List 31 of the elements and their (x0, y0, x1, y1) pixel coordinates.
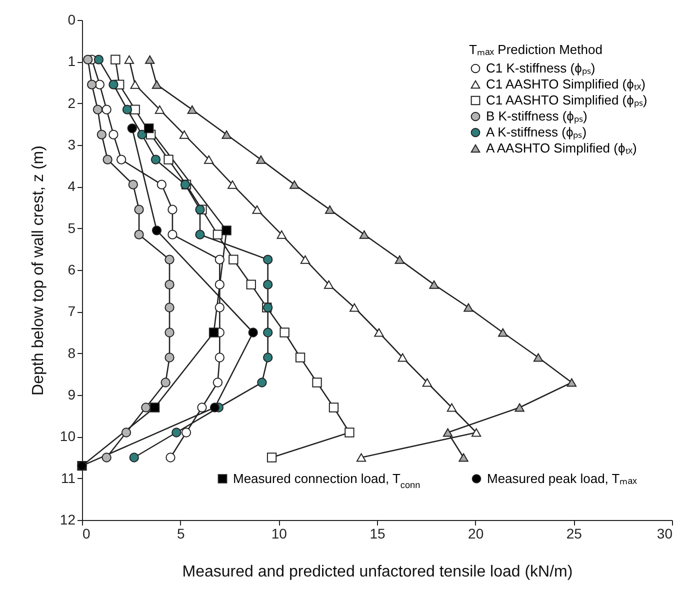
y-tick-label: 8 (68, 344, 76, 361)
legend-label: C1 AASHTO Simplified (ϕₚₛ) (486, 92, 648, 108)
y-tick-label: 6 (68, 262, 76, 278)
y-tick-label: 1 (68, 53, 76, 70)
y-tick-label: 9 (68, 386, 76, 402)
y-axis-title: Depth below top of wall crest, z (m) (30, 146, 47, 396)
x-tick-label: 30 (656, 526, 673, 542)
x-tick-label: 10 (271, 526, 288, 542)
x-axis-title: Measured and predicted unfactored tensile load (kN/m) (182, 564, 573, 580)
y-tick-label: 11 (60, 470, 76, 486)
legend-label: A AASHTO Simplified (ϕₜₓ) (486, 140, 637, 156)
y-tick-label: 7 (68, 303, 76, 320)
y-tick-label: 10 (60, 428, 76, 444)
x-tick-label: 15 (370, 526, 386, 542)
y-tick-label: 4 (68, 178, 76, 194)
y-tick-label: 5 (68, 220, 76, 236)
x-tick-label: 20 (468, 526, 484, 542)
legend-label: Measured connection load, T$_{conn}$ (233, 470, 420, 490)
legend-label: C1 AASHTO Simplified (ϕₜₓ) (486, 76, 646, 92)
x-tick-label: 25 (566, 526, 582, 542)
y-tick-label: 0 (68, 12, 76, 28)
legend-label: C1 K-stiffness (ϕₚₛ) (486, 60, 596, 76)
y-tick-label: 12 (60, 512, 76, 528)
x-tick-label: 0 (82, 526, 90, 542)
y-tick-label: 3 (68, 136, 76, 152)
legend-label: Measured peak load, Tₘₐₓ (487, 470, 638, 486)
legend-label: B K-stiffness (ϕₚₛ) (486, 108, 588, 124)
legend-title: Tₘₐₓ Prediction Method (469, 42, 602, 57)
x-tick-label: 5 (176, 526, 185, 542)
legend-label: A K-stiffness (ϕₚₛ) (486, 124, 587, 140)
y-tick-label: 2 (68, 94, 76, 111)
